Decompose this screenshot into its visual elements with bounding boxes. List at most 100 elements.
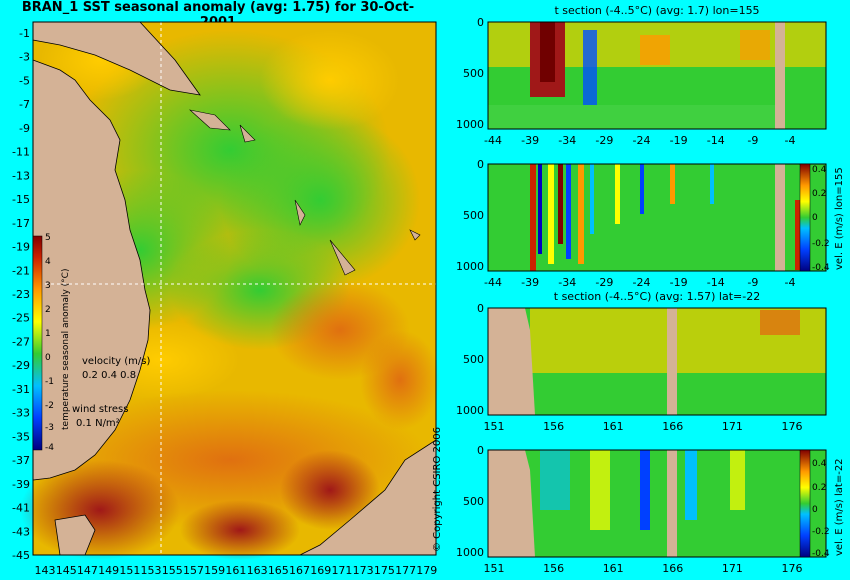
map-y-tick: -33 bbox=[12, 407, 30, 420]
svg-text:0: 0 bbox=[812, 505, 818, 515]
map-colorbar bbox=[32, 235, 43, 451]
land-islands bbox=[188, 109, 421, 276]
map-y-tick: -43 bbox=[12, 525, 30, 538]
map-colorbar-ticks: 5 4 3 2 1 0 -1 -2 -3 -4 bbox=[45, 233, 54, 453]
velocity-legend-values: 0.2 0.4 0.8 bbox=[82, 370, 136, 381]
panel-y-tick: 0 bbox=[477, 16, 484, 29]
map-y-tick: -11 bbox=[12, 146, 30, 159]
svg-text:4: 4 bbox=[45, 257, 51, 267]
svg-text:-0.2: -0.2 bbox=[812, 527, 830, 537]
velocity-legend-label: velocity (m/s) bbox=[82, 356, 150, 367]
map-y-tick: -9 bbox=[19, 122, 30, 135]
wind-legend-value: 0.1 N/m² bbox=[76, 418, 120, 429]
panel-x-tick: -19 bbox=[670, 134, 688, 147]
panel-x-tick: -4 bbox=[785, 276, 796, 289]
panel-y-tick: 1000 bbox=[456, 404, 484, 417]
map-x-tick: 163 bbox=[247, 564, 268, 577]
svg-text:-0.4: -0.4 bbox=[812, 263, 830, 273]
panel-x-tick: -24 bbox=[633, 276, 651, 289]
panel3-temp-section-lat-22 bbox=[487, 307, 827, 416]
map-y-tick: -19 bbox=[12, 241, 30, 254]
svg-text:5: 5 bbox=[45, 233, 51, 243]
map-y-tick: -31 bbox=[12, 383, 30, 396]
svg-text:-4: -4 bbox=[45, 443, 54, 453]
map-x-tick: 151 bbox=[119, 564, 140, 577]
svg-text:0.4: 0.4 bbox=[812, 165, 827, 175]
map-y-tick: -5 bbox=[19, 74, 30, 87]
map-x-tick: 153 bbox=[141, 564, 162, 577]
map-x-tick: 165 bbox=[268, 564, 289, 577]
panel-x-tick: -39 bbox=[521, 134, 539, 147]
panel-x-tick: -4 bbox=[785, 134, 796, 147]
map-y-tick: -3 bbox=[19, 51, 30, 64]
panel-y-tick: 1000 bbox=[456, 118, 484, 131]
land-australia bbox=[32, 59, 151, 481]
panel2-colorbar-ticks: 0.4 0.2 0 -0.2 -0.4 bbox=[812, 165, 830, 273]
svg-text:0.4: 0.4 bbox=[812, 459, 827, 469]
map-y-tick: -27 bbox=[12, 335, 30, 348]
svg-text:-1: -1 bbox=[45, 377, 54, 387]
panel-x-tick: 161 bbox=[603, 420, 624, 433]
map-x-tick: 173 bbox=[353, 564, 374, 577]
map-y-ticks: -1 -3 -5 -7 -9 -11 -13 -15 -17 -19 -21 -23 -25 -27 -29… bbox=[12, 27, 30, 562]
map-y-tick: -15 bbox=[12, 193, 30, 206]
map-y-tick: -35 bbox=[12, 430, 30, 443]
land-tasmania bbox=[54, 514, 96, 556]
panel-x-tick: -34 bbox=[558, 276, 576, 289]
panel-x-tick: 161 bbox=[603, 562, 624, 575]
map-y-tick: -39 bbox=[12, 478, 30, 491]
panel-y-tick: 1000 bbox=[456, 546, 484, 559]
svg-text:2: 2 bbox=[45, 305, 51, 315]
wind-legend-label: wind stress bbox=[72, 404, 128, 415]
panel4-colorbar bbox=[799, 449, 811, 558]
panel-x-tick: -44 bbox=[484, 134, 502, 147]
panel-x-tick: -24 bbox=[633, 134, 651, 147]
panel4-velocity-section-lat-22 bbox=[487, 449, 827, 558]
panel-x-tick: 151 bbox=[484, 420, 505, 433]
svg-text:0: 0 bbox=[45, 353, 51, 363]
map-y-tick: -21 bbox=[12, 264, 30, 277]
panel-x-tick: -39 bbox=[521, 276, 539, 289]
map-x-tick: 169 bbox=[310, 564, 331, 577]
map-x-tick: 157 bbox=[183, 564, 204, 577]
panel-x-tick: -44 bbox=[484, 276, 502, 289]
panel-x-tick: 166 bbox=[662, 562, 683, 575]
map-y-tick: -23 bbox=[12, 288, 30, 301]
svg-text:3: 3 bbox=[45, 281, 51, 291]
map-x-tick: 167 bbox=[289, 564, 310, 577]
map-x-ticks: 143 145 147 149 151 153 155 157 159 161 163 165 167 1… bbox=[35, 564, 438, 577]
panel-y-tick: 500 bbox=[463, 209, 484, 222]
panel-x-tick: -29 bbox=[595, 134, 613, 147]
panel-x-tick: 156 bbox=[543, 420, 564, 433]
panel-y-tick: 500 bbox=[463, 495, 484, 508]
svg-text:-0.2: -0.2 bbox=[812, 239, 830, 249]
map-y-tick: -45 bbox=[12, 549, 30, 562]
map-x-tick: 161 bbox=[225, 564, 246, 577]
map-y-tick: -17 bbox=[12, 217, 30, 230]
panel1-temp-section-lon155 bbox=[487, 21, 827, 130]
panel-x-tick: -9 bbox=[747, 134, 758, 147]
svg-text:0.2: 0.2 bbox=[812, 483, 826, 493]
map-y-tick: -13 bbox=[12, 169, 30, 182]
section-panels: 0.4 0.2 0 -0.2 -0.4 0.4 0.2 0 -0.2 -0.4 … bbox=[456, 16, 845, 575]
svg-text:-2: -2 bbox=[45, 401, 54, 411]
panel-x-tick: 166 bbox=[662, 420, 683, 433]
sst-map: 5 4 3 2 1 0 -1 -2 -3 -4 temperature seas… bbox=[12, 20, 440, 577]
panel-x-tick: -34 bbox=[558, 134, 576, 147]
map-y-tick: -25 bbox=[12, 312, 30, 325]
svg-text:1: 1 bbox=[45, 329, 51, 339]
map-y-tick: -1 bbox=[19, 27, 30, 40]
panel-x-tick: 176 bbox=[782, 562, 803, 575]
panel-y-tick: 1000 bbox=[456, 260, 484, 273]
map-y-tick: -7 bbox=[19, 98, 30, 111]
svg-text:-3: -3 bbox=[45, 423, 54, 433]
map-x-tick: 159 bbox=[204, 564, 225, 577]
svg-text:0: 0 bbox=[812, 213, 818, 223]
map-x-tick: 143 bbox=[35, 564, 56, 577]
panel-x-tick: -14 bbox=[707, 276, 725, 289]
panel-x-tick: -29 bbox=[595, 276, 613, 289]
panel-y-tick: 500 bbox=[463, 353, 484, 366]
map-colorbar-label: temperature seasonal anomaly (°C) bbox=[61, 269, 71, 430]
panel2-velocity-section-lon155 bbox=[487, 163, 827, 272]
